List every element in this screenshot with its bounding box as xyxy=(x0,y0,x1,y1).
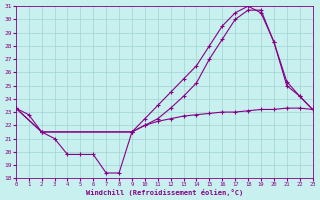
X-axis label: Windchill (Refroidissement éolien,°C): Windchill (Refroidissement éolien,°C) xyxy=(85,189,243,196)
